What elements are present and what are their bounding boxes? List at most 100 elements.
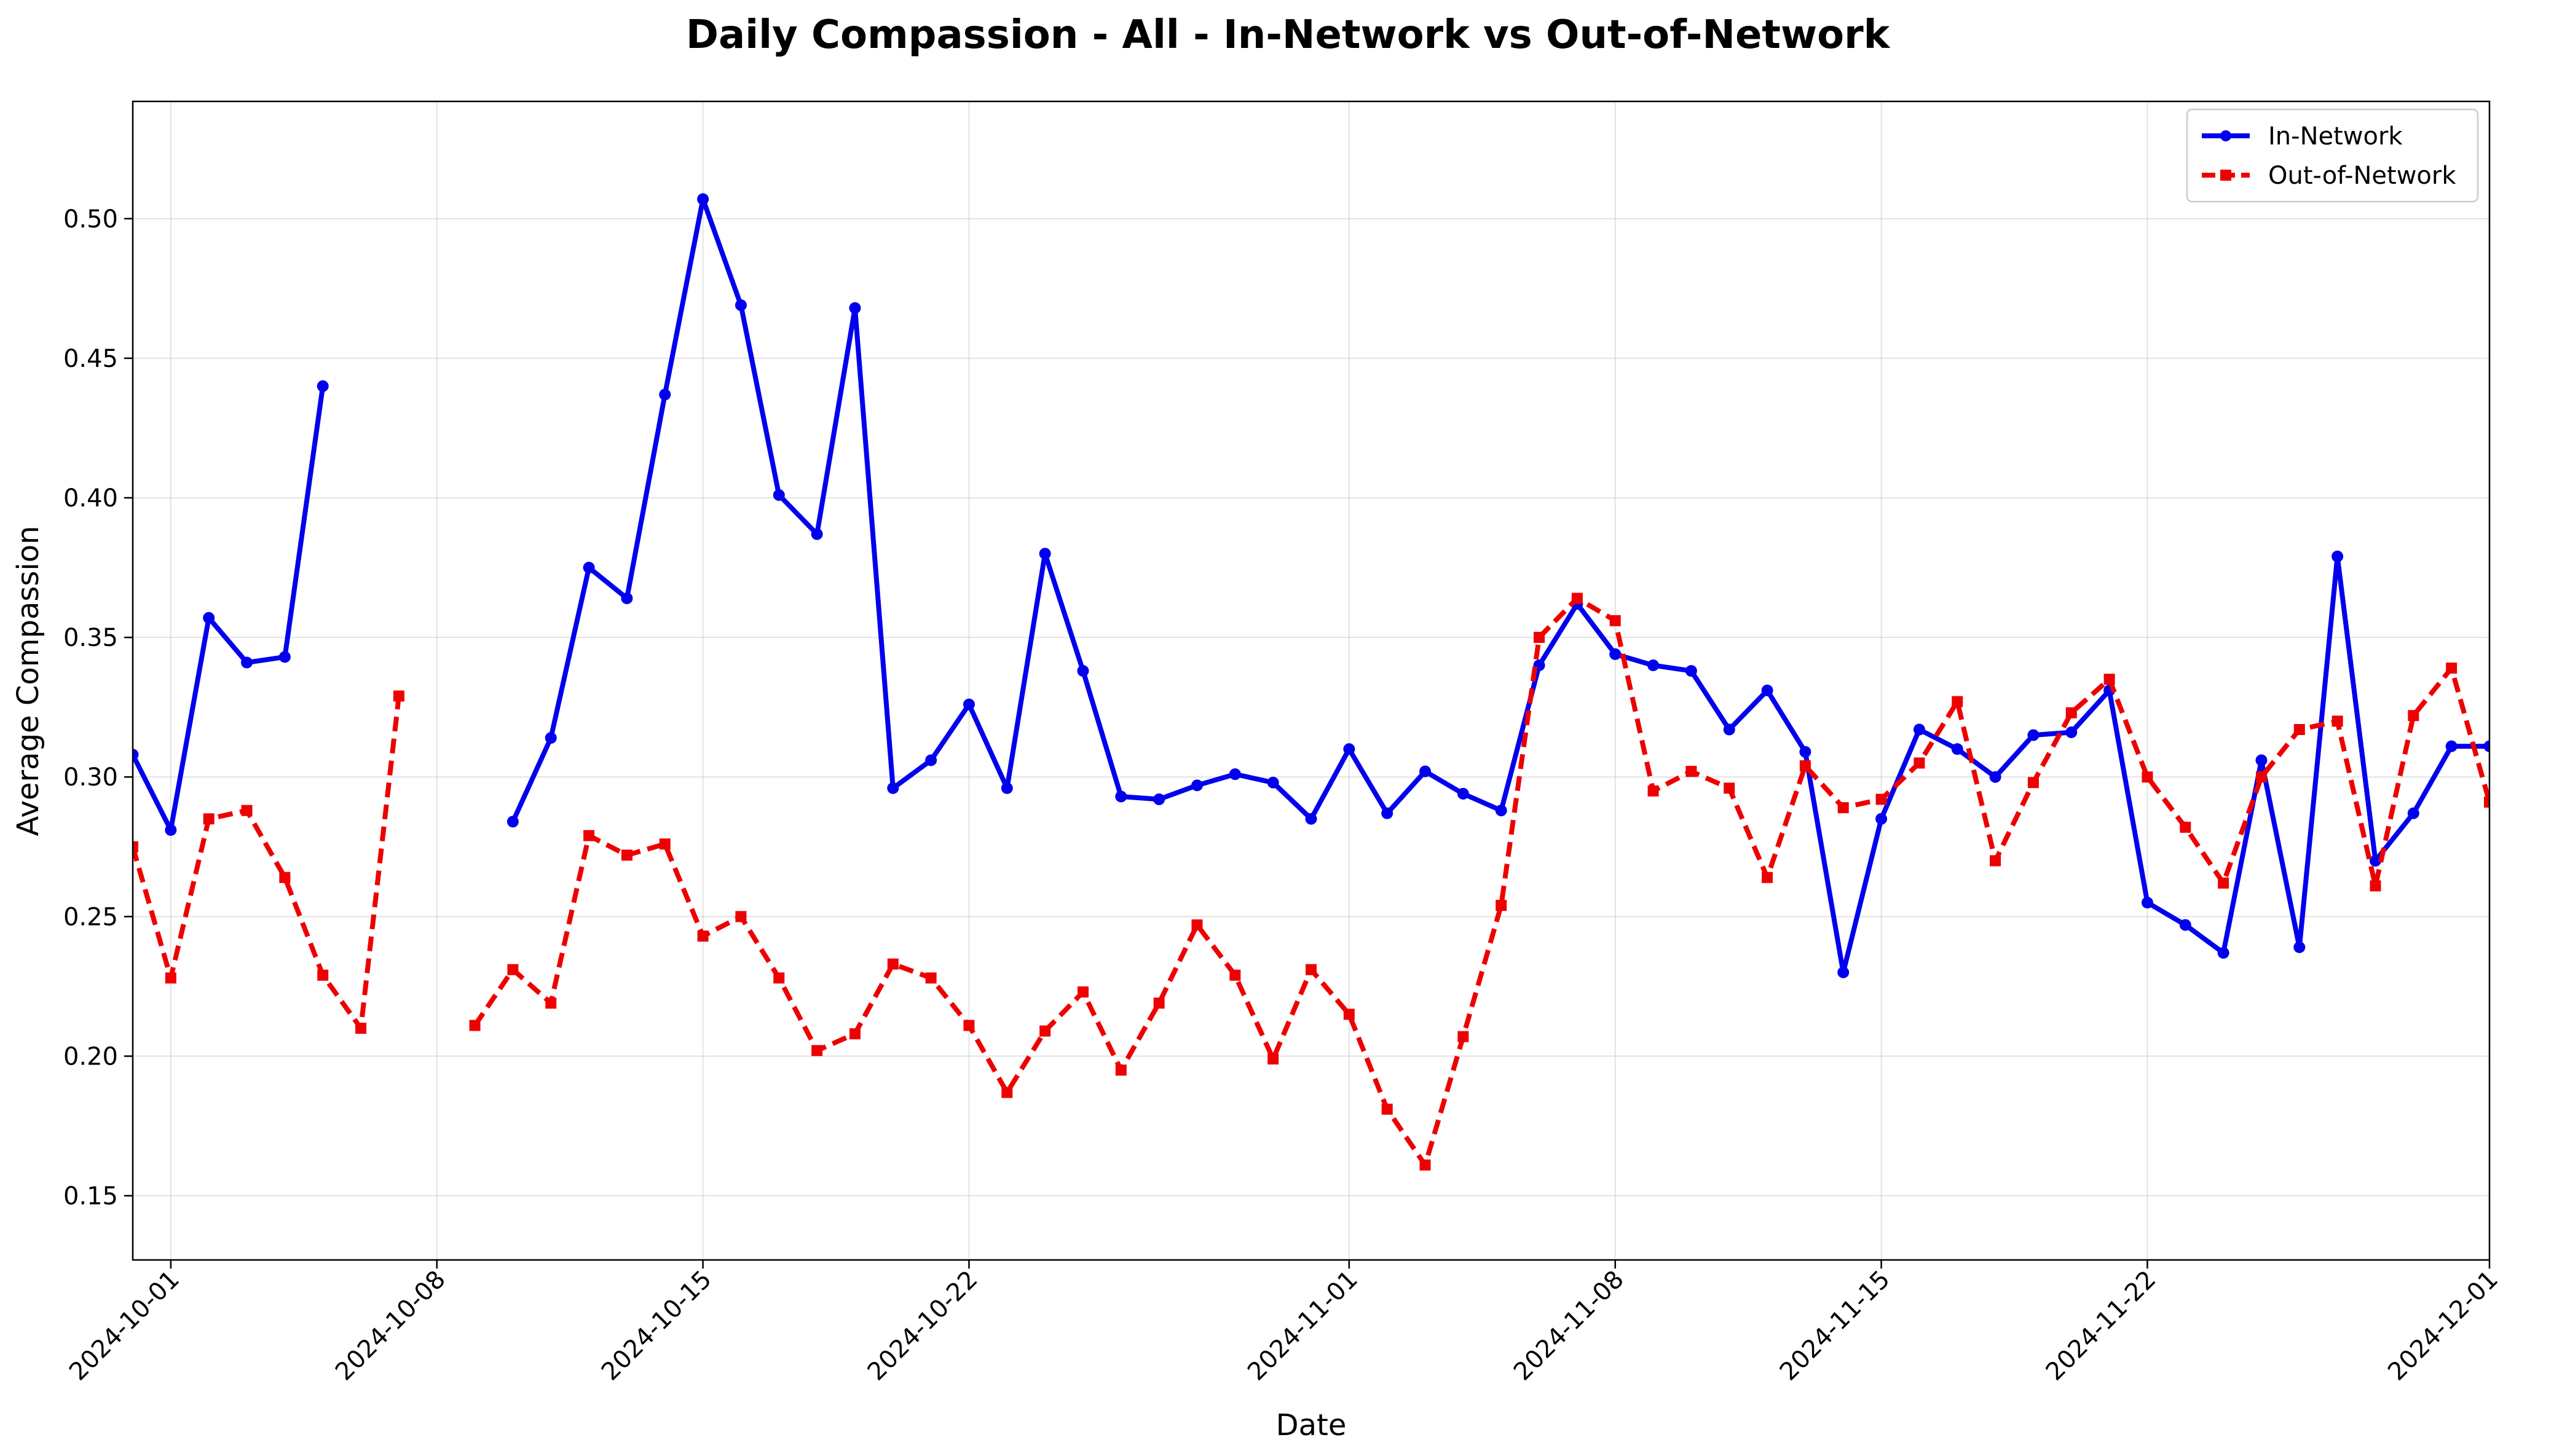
data-point-in-network bbox=[2027, 729, 2040, 741]
data-point-out-of-network bbox=[697, 931, 709, 942]
data-point-in-network bbox=[2293, 941, 2306, 953]
plot-area-frame bbox=[132, 100, 2491, 1261]
data-point-in-network bbox=[2445, 740, 2458, 752]
data-point-out-of-network bbox=[2027, 777, 2039, 789]
data-point-out-of-network bbox=[2408, 710, 2419, 722]
data-point-in-network bbox=[1191, 779, 1203, 792]
data-point-out-of-network bbox=[811, 1045, 823, 1057]
data-point-out-of-network bbox=[2103, 674, 2115, 685]
data-point-in-network bbox=[2407, 807, 2419, 819]
data-point-out-of-network bbox=[1381, 1103, 1393, 1115]
data-point-in-network bbox=[133, 749, 139, 761]
data-point-out-of-network bbox=[2180, 821, 2191, 833]
data-point-in-network bbox=[583, 562, 595, 574]
data-point-out-of-network bbox=[1534, 632, 1545, 643]
data-point-out-of-network bbox=[393, 690, 404, 702]
data-point-out-of-network bbox=[2255, 771, 2267, 783]
data-point-out-of-network bbox=[241, 805, 253, 816]
data-point-out-of-network bbox=[1799, 760, 1811, 772]
data-point-out-of-network bbox=[1609, 615, 1621, 626]
data-point-in-network bbox=[1457, 787, 1469, 800]
data-point-out-of-network bbox=[1039, 1025, 1051, 1037]
data-point-in-network bbox=[1761, 684, 1773, 696]
data-point-in-network bbox=[1343, 743, 1355, 755]
data-point-in-network bbox=[697, 193, 709, 205]
data-point-out-of-network bbox=[1229, 969, 1241, 981]
data-point-in-network bbox=[165, 824, 177, 836]
data-point-out-of-network bbox=[1914, 757, 1925, 769]
data-point-out-of-network bbox=[203, 813, 215, 825]
data-point-out-of-network bbox=[1191, 919, 1203, 931]
y-tick-label: 0.25 bbox=[63, 903, 118, 931]
series-out-of-network bbox=[133, 592, 2489, 1171]
data-point-in-network bbox=[1229, 768, 1241, 781]
data-point-out-of-network bbox=[1419, 1159, 1431, 1171]
data-point-in-network bbox=[1039, 548, 1051, 560]
data-point-in-network bbox=[2331, 550, 2344, 562]
data-point-out-of-network bbox=[1571, 592, 1583, 604]
data-point-out-of-network bbox=[925, 972, 937, 984]
data-point-out-of-network bbox=[1647, 785, 1659, 797]
data-point-in-network bbox=[849, 302, 861, 314]
data-point-out-of-network bbox=[1724, 782, 1735, 794]
data-point-out-of-network bbox=[1685, 766, 1697, 777]
chart-title: Daily Compassion - All - In-Network vs O… bbox=[686, 12, 1891, 58]
data-point-out-of-network bbox=[1837, 802, 1849, 814]
data-point-in-network bbox=[1875, 813, 1888, 825]
y-tick-label: 0.45 bbox=[63, 345, 118, 373]
data-point-out-of-network bbox=[469, 1020, 481, 1031]
data-point-out-of-network bbox=[1457, 1031, 1469, 1042]
y-tick-label: 0.40 bbox=[63, 484, 118, 513]
data-point-in-network bbox=[1077, 665, 1089, 677]
data-point-in-network bbox=[1001, 782, 1013, 794]
data-point-out-of-network bbox=[849, 1028, 861, 1040]
data-point-in-network bbox=[2217, 946, 2229, 959]
y-axis-ticks: 0.15 0.20 0.25 0.30 0.35 0.40 0.45 0.50 bbox=[63, 205, 133, 1211]
data-point-out-of-network bbox=[2370, 880, 2381, 892]
data-point-in-network bbox=[1951, 743, 1963, 755]
data-point-in-network bbox=[887, 782, 899, 794]
data-point-in-network bbox=[1305, 813, 1317, 825]
data-point-out-of-network bbox=[1496, 900, 1507, 911]
data-point-out-of-network bbox=[621, 849, 633, 861]
data-point-in-network bbox=[1495, 805, 1507, 817]
data-point-out-of-network bbox=[1952, 696, 1963, 707]
data-point-out-of-network bbox=[2484, 797, 2489, 808]
data-point-out-of-network bbox=[507, 964, 519, 975]
data-point-out-of-network bbox=[545, 998, 557, 1009]
data-point-out-of-network bbox=[887, 958, 899, 970]
data-point-out-of-network bbox=[2293, 723, 2305, 735]
legend-marker-out-of-network bbox=[2220, 170, 2231, 181]
data-point-in-network bbox=[1267, 776, 1279, 789]
data-point-out-of-network bbox=[2142, 771, 2153, 783]
series-line-in-network bbox=[133, 385, 326, 833]
data-point-in-network bbox=[925, 754, 937, 766]
data-point-in-network bbox=[1837, 966, 1850, 978]
data-point-out-of-network bbox=[2065, 707, 2077, 718]
series-line-out-of-network bbox=[473, 596, 2489, 1168]
data-point-in-network bbox=[2483, 740, 2489, 752]
data-point-in-network bbox=[659, 388, 671, 401]
legend-marker-in-network bbox=[2220, 130, 2231, 141]
data-point-in-network bbox=[545, 732, 557, 744]
data-point-in-network bbox=[203, 612, 215, 624]
x-axis-label: Date bbox=[1276, 1408, 1347, 1442]
y-tick-label: 0.15 bbox=[63, 1183, 118, 1211]
legend-label-out-of-network: Out-of-Network bbox=[2268, 162, 2456, 190]
data-point-in-network bbox=[963, 698, 975, 710]
series-in-network bbox=[133, 193, 2489, 978]
data-point-in-network bbox=[2179, 919, 2191, 931]
data-point-in-network bbox=[621, 592, 633, 605]
data-point-in-network bbox=[1723, 723, 1735, 736]
data-point-in-network bbox=[1609, 648, 1622, 660]
data-point-out-of-network bbox=[2331, 715, 2343, 727]
data-point-out-of-network bbox=[1001, 1087, 1013, 1098]
data-point-in-network bbox=[2255, 754, 2268, 766]
data-point-in-network bbox=[506, 816, 519, 828]
data-point-in-network bbox=[773, 489, 785, 501]
y-tick-label: 0.30 bbox=[63, 763, 118, 792]
grid-lines bbox=[133, 101, 2490, 1260]
data-point-in-network bbox=[1153, 793, 1165, 806]
